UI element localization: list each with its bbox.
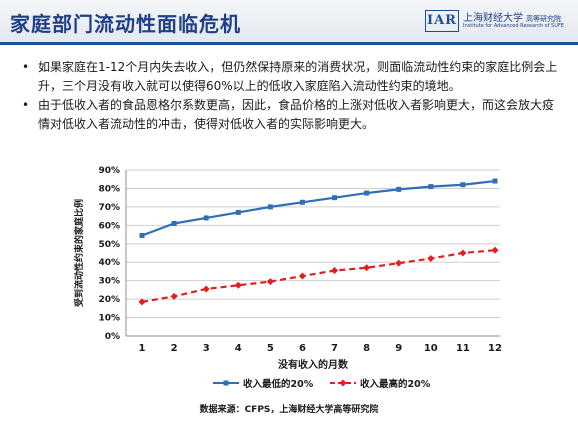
x-tick-label: 9 (395, 343, 402, 354)
x-tick-label: 8 (363, 343, 370, 354)
data-point (139, 232, 145, 238)
y-tick-label: 10% (98, 314, 120, 324)
data-point (171, 220, 177, 226)
legend-label: 收入最低的20% (243, 378, 314, 390)
data-point (459, 249, 467, 257)
data-point (492, 178, 498, 184)
logo-university-name: 上海财经大学 (463, 13, 523, 24)
data-point (202, 285, 210, 293)
x-tick-label: 4 (235, 343, 242, 354)
y-tick-label: 60% (98, 221, 120, 231)
institution-logo: IAR 上海财经大学 高等研究院 Institute for Advanced R… (425, 8, 575, 36)
data-point (427, 255, 435, 263)
y-tick-label: 0% (105, 332, 120, 342)
data-point (428, 184, 434, 190)
logo-chinese-name: 上海财经大学 高等研究院 (463, 9, 561, 24)
data-point (266, 278, 274, 286)
y-tick-label: 40% (98, 258, 120, 268)
data-point (491, 246, 499, 254)
x-tick-label: 2 (171, 343, 178, 354)
data-point (235, 209, 241, 215)
logo-institute-name: 高等研究院 (526, 15, 561, 23)
legend-marker (223, 380, 229, 386)
x-tick-label: 6 (299, 343, 306, 354)
legend-label: 收入最高的20% (360, 378, 431, 390)
data-point (298, 272, 306, 280)
x-tick-label: 12 (488, 343, 502, 354)
data-point (138, 298, 146, 306)
slide-title: 家庭部门流动性面临危机 (10, 12, 241, 36)
line-chart: 0%10%20%30%40%50%60%70%80%90%1 2 3 4 5 6 7 8 9 10… (73, 166, 502, 390)
x-tick-label: 5 (267, 343, 274, 354)
logo-english-name: Institute for Advanced Research of SUFE (463, 23, 564, 29)
x-tick-label: 7 (331, 343, 338, 354)
y-tick-label: 90% (98, 166, 120, 176)
bullet-item: 由于低收入者的食品恩格尔系数更高，因此，食品价格的上涨对低收入者影响更大，而这会… (22, 96, 562, 134)
bullet-item: 如果家庭在1-12个月内失去收入，但仍然保持原来的消费状况，则面临流动性约束的家… (22, 58, 562, 96)
x-axis-label: 没有收入的月数 (278, 358, 349, 371)
y-tick-label: 50% (98, 240, 120, 250)
data-point (332, 195, 338, 201)
bullet-list: 如果家庭在1-12个月内失去收入，但仍然保持原来的消费状况，则面临流动性约束的家… (22, 58, 562, 134)
data-point (460, 182, 466, 188)
data-point (395, 259, 403, 267)
x-tick-label: 3 (203, 343, 210, 354)
data-point (363, 264, 371, 272)
y-axis-label: 受到流动性约束的家庭比例 (73, 199, 85, 307)
y-tick-label: 20% (98, 295, 120, 305)
data-point (267, 204, 273, 210)
x-tick-label: 10 (424, 343, 438, 354)
data-source-note: 数据来源：CFPS，上海财经大学高等研究院 (199, 405, 379, 415)
title-bar: 家庭部门流动性面临危机 IAR 上海财经大学 高等研究院 Institute fo… (0, 0, 578, 45)
x-tick-label: 1 (139, 343, 146, 354)
y-tick-label: 30% (98, 277, 120, 287)
data-point (396, 186, 402, 192)
x-tick-label: 11 (456, 343, 470, 354)
data-point (234, 281, 242, 289)
data-point (364, 190, 370, 196)
y-tick-label: 80% (98, 184, 120, 194)
legend-marker (339, 379, 347, 387)
data-point (331, 267, 339, 275)
data-point (203, 215, 209, 221)
series-line-1 (141, 179, 496, 237)
y-tick-label: 70% (98, 203, 120, 213)
data-point (299, 199, 305, 205)
iar-logo-mark: IAR (425, 10, 459, 32)
series-line-2 (141, 249, 496, 303)
data-point (170, 292, 178, 300)
